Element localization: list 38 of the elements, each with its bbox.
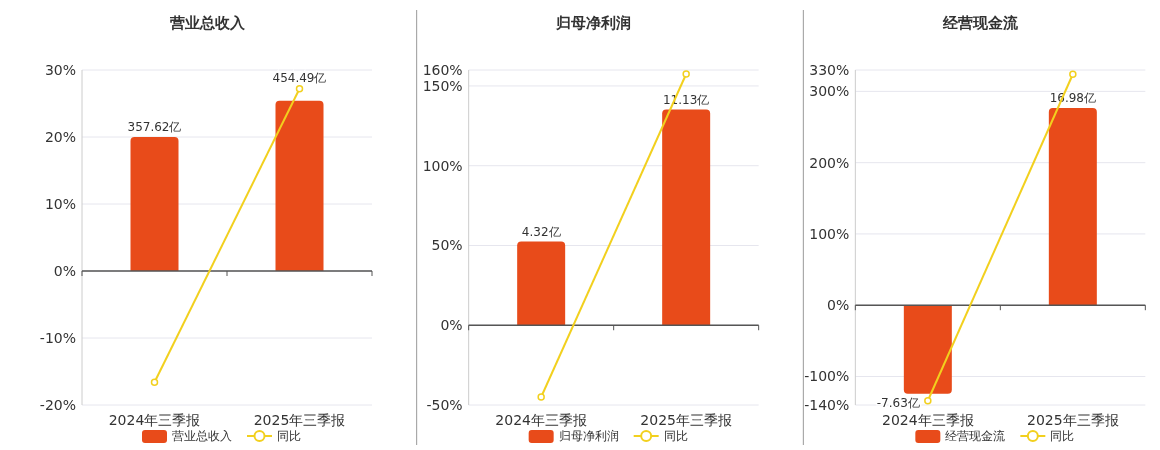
- y-tick-label: -50%: [426, 396, 463, 413]
- y-tick-label: -140%: [804, 396, 850, 413]
- y-tick-label: 160%: [422, 61, 463, 78]
- data-label: 4.32亿: [521, 224, 561, 239]
- y-tick-label: 200%: [809, 154, 850, 171]
- x-tick-label: 2024年三季报: [882, 412, 974, 428]
- y-tick-label: 30%: [44, 61, 76, 78]
- y-tick-label: 330%: [809, 61, 850, 78]
- y-tick-label: 0%: [53, 262, 76, 279]
- x-tick-label: 2025年三季报: [253, 412, 346, 428]
- y-tick-label: 100%: [422, 157, 463, 174]
- y-tick-label: 50%: [431, 237, 463, 254]
- y-tick-label: 0%: [440, 317, 463, 334]
- chart-title: 营业总收入: [168, 14, 246, 32]
- data-label: 357.62亿: [127, 120, 182, 134]
- legend-label: 同比: [1050, 429, 1075, 444]
- y-tick-label: -20%: [39, 396, 76, 413]
- chart-title: 经营现金流: [941, 14, 1019, 32]
- chart-title: 归母净利润: [555, 14, 632, 32]
- y-tick-label: -10%: [39, 329, 76, 346]
- y-tick-label: 20%: [44, 128, 76, 145]
- legend-label: 同比: [277, 429, 301, 444]
- x-tick-label: 2025年三季报: [1027, 412, 1119, 428]
- data-label: 454.49亿: [272, 70, 327, 85]
- legend-label: 营业总收入: [172, 429, 232, 444]
- y-tick-label: 150%: [422, 77, 463, 94]
- y-tick-label: 300%: [809, 83, 850, 100]
- x-tick-label: 2024年三季报: [495, 412, 587, 428]
- data-label: -7.63亿: [876, 395, 920, 410]
- legend-label: 归母净利润: [558, 429, 619, 444]
- y-tick-label: 10%: [44, 195, 76, 212]
- y-tick-label: -100%: [804, 368, 850, 385]
- y-tick-label: 100%: [809, 225, 850, 242]
- x-tick-label: 2025年三季报: [640, 412, 732, 428]
- legend-label: 同比: [663, 429, 688, 444]
- x-tick-label: 2024年三季报: [108, 412, 201, 428]
- y-tick-label: 0%: [827, 297, 850, 314]
- legend-label: 经营现金流: [945, 429, 1006, 444]
